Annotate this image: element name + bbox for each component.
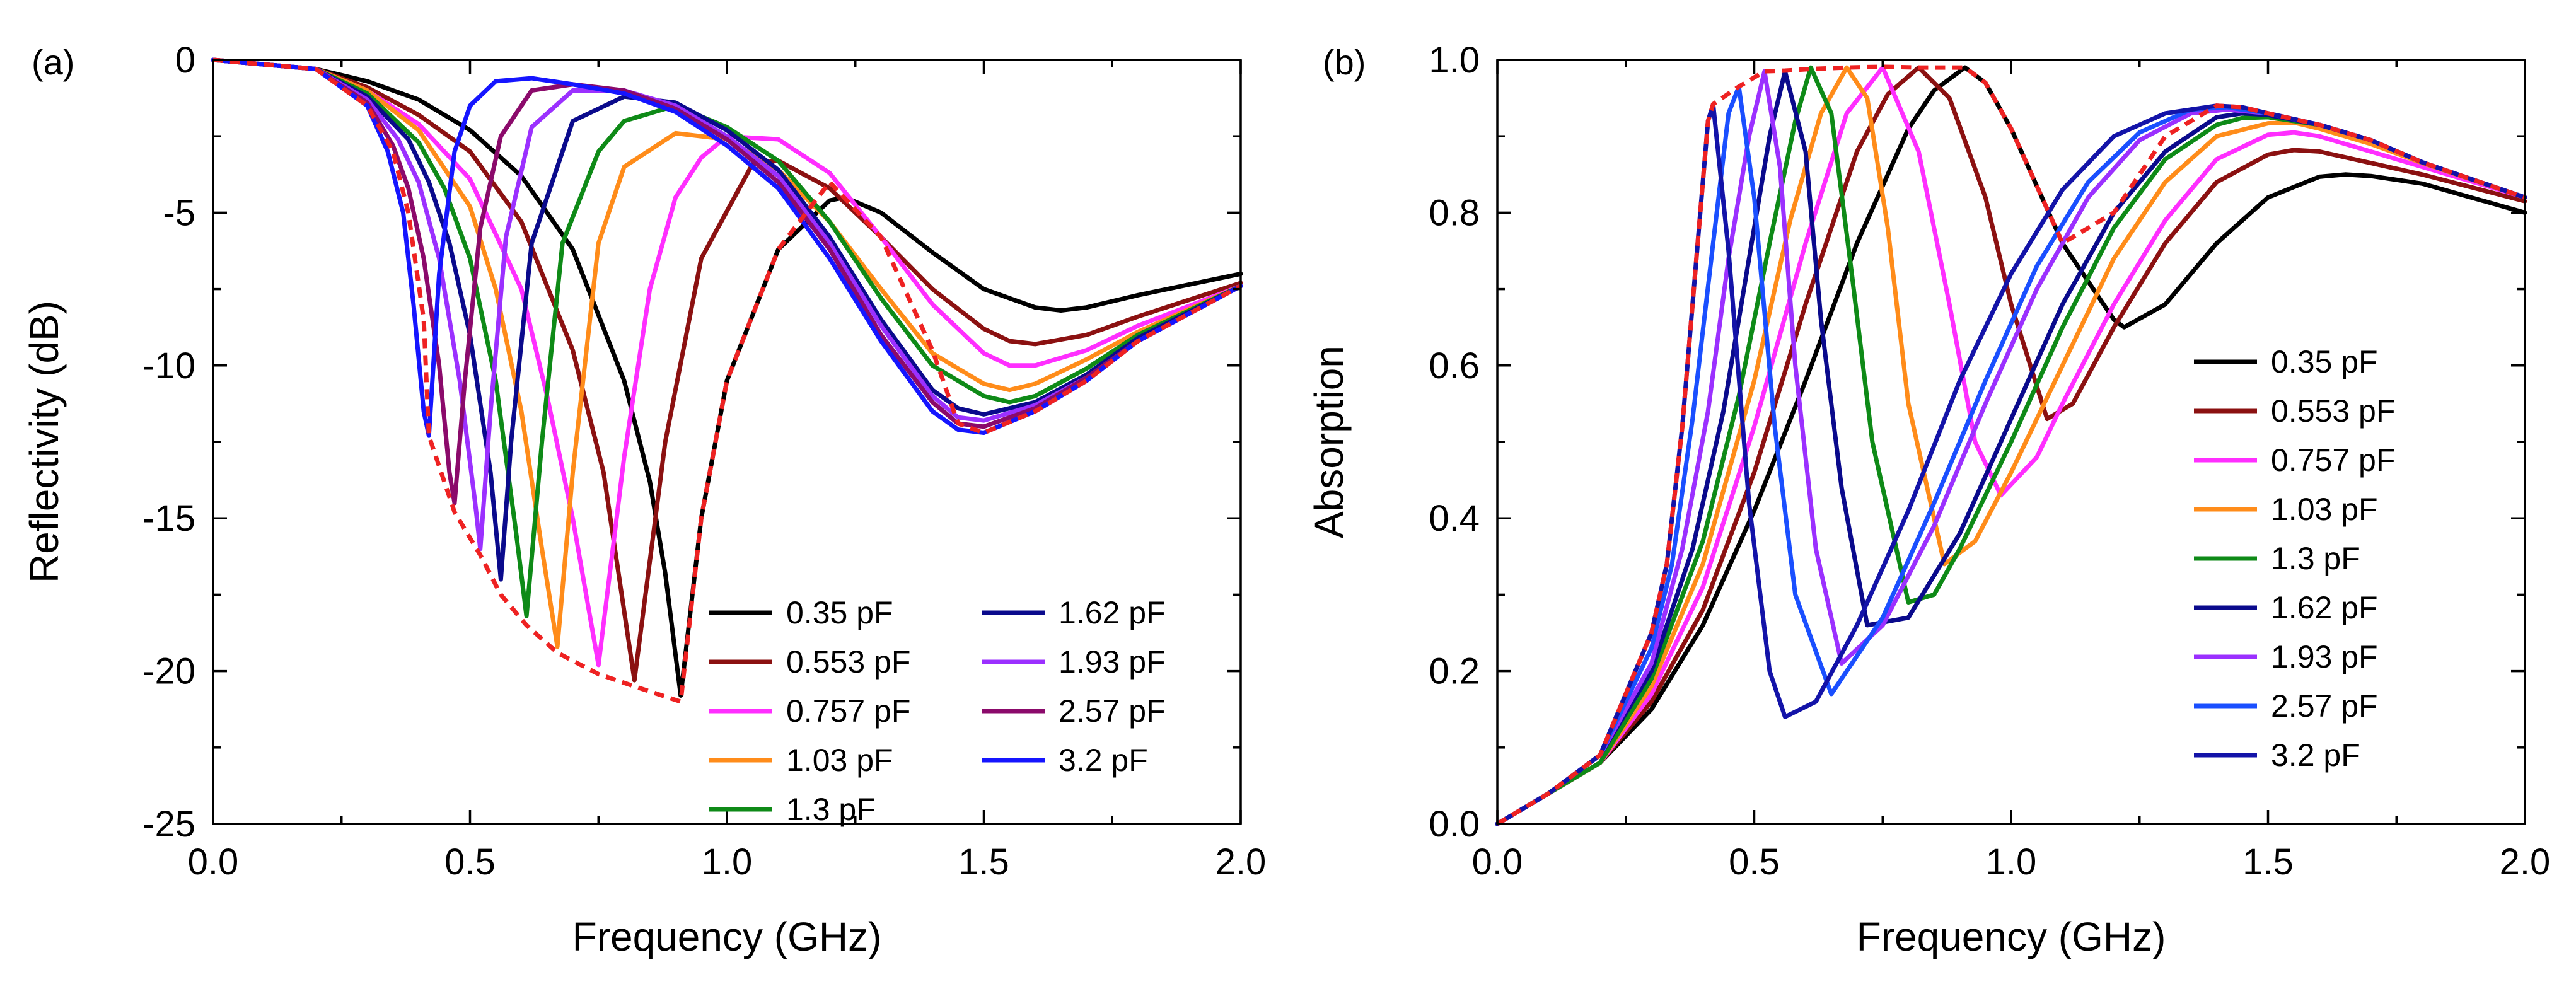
panel0-series-line-1-03-pF: [211, 57, 1243, 649]
panel0-y-tick-label: -10: [142, 345, 195, 386]
panel1-x-tick-label: 0.5: [1729, 842, 1780, 883]
panel0-x-axis-label: Frequency (GHz): [572, 914, 882, 959]
panel1-y-axis-label: Absorption: [1306, 345, 1352, 538]
panel0-x-tick-label: 1.5: [958, 842, 1009, 883]
panel1-y-tick-label: 0.2: [1429, 651, 1480, 692]
panel1-series-line-0-35-pF: [1495, 65, 2527, 826]
panel-reflectivity: 0.0 0.5 1.0 1.5 2.0 0 -5 -10 -15 -20 -25 Frequency …: [21, 40, 1266, 959]
panel0-legend-label: 1.62 pF: [1059, 595, 1166, 630]
panel1-legend-label: 0.553 pF: [2271, 393, 2395, 429]
panel0-x-tick-label: 1.0: [702, 842, 753, 883]
panel1-legend-label: 1.93 pF: [2271, 639, 2378, 674]
panel0-legend-label: 0.757 pF: [786, 693, 910, 729]
panel1-legend-label: 2.57 pF: [2271, 688, 2378, 724]
panel1-x-tick-label: 2.0: [2500, 842, 2551, 883]
panel0-y-tick-label: -25: [142, 804, 195, 845]
panel0-panel-label: (a): [32, 42, 74, 82]
panel1-panel-label: (b): [1323, 42, 1366, 82]
panel1-legend-label: 1.62 pF: [2271, 590, 2378, 625]
panel0-series-line-1-93-pF: [211, 57, 1243, 552]
panel0-legend-label: 1.93 pF: [1059, 644, 1166, 680]
panel0-legend: 0.35 pF 0.553 pF 0.757 pF 1.03 pF 1.3 pF 1.62…: [709, 595, 1166, 827]
panel0-envelope-dashed-line: [212, 57, 1242, 705]
panel0-series-line-1-62-pF: [211, 57, 1243, 582]
panel0-y-tick-label: -5: [163, 192, 195, 233]
panel0-legend-label: 0.553 pF: [786, 644, 910, 680]
panel1-x-tick-label: 1.5: [2242, 842, 2294, 883]
panel1-x-tick-label: 1.0: [1986, 842, 2037, 883]
panel1-legend: 0.35 pF 0.553 pF 0.757 pF 1.03 pF 1.3 pF 1.62…: [2194, 344, 2395, 773]
panel1-y-tick-label: 0.8: [1429, 192, 1480, 233]
panel0-series-line-0-553-pF: [211, 57, 1243, 683]
panel0-series-line-0-757-pF: [211, 57, 1243, 668]
panel0-legend-label: 1.03 pF: [786, 743, 893, 778]
panel0-y-tick-label: -20: [142, 651, 195, 692]
panel0-legend-label: 3.2 pF: [1059, 743, 1148, 778]
panel0-legend-label: 1.3 pF: [786, 792, 876, 827]
panel1-legend-label: 3.2 pF: [2271, 738, 2360, 773]
panel1-legend-label: 1.3 pF: [2271, 541, 2360, 576]
panel0-x-tick-label: 0.0: [188, 842, 239, 883]
panel0-series-line-1-3-pF: [211, 57, 1243, 618]
panel0-legend-label: 0.35 pF: [786, 595, 893, 630]
panel1-series-line-0-553-pF: [1495, 65, 2527, 826]
panel1-y-tick-label: 0.4: [1429, 498, 1480, 539]
panel0-x-tick-label: 2.0: [1215, 842, 1267, 883]
panel1-x-axis-label: Frequency (GHz): [1857, 914, 2166, 959]
panel0-y-tick-label: 0: [175, 40, 195, 81]
panel0-legend-label: 2.57 pF: [1059, 693, 1166, 729]
panel1-envelope-dashed-line: [1496, 64, 2526, 826]
panel0-y-tick-label: -15: [142, 498, 195, 539]
panel0-y-axis-label: Reflectivity (dB): [21, 301, 67, 583]
panel1-legend-label: 0.35 pF: [2271, 344, 2378, 379]
panel1-y-tick-label: 0.0: [1429, 804, 1480, 845]
panel1-legend-label: 1.03 pF: [2271, 492, 2378, 527]
panel1-x-tick-label: 0.0: [1472, 842, 1523, 883]
panel-absorption: 0.0 0.5 1.0 1.5 2.0 0.0 0.2 0.4 0.6 0.8 1.0 Frequen…: [1306, 40, 2550, 959]
panel1-y-tick-label: 1.0: [1429, 40, 1480, 81]
panel0-x-tick-label: 0.5: [444, 842, 496, 883]
panel1-y-tick-label: 0.6: [1429, 345, 1480, 386]
panel1-legend-label: 0.757 pF: [2271, 443, 2395, 478]
